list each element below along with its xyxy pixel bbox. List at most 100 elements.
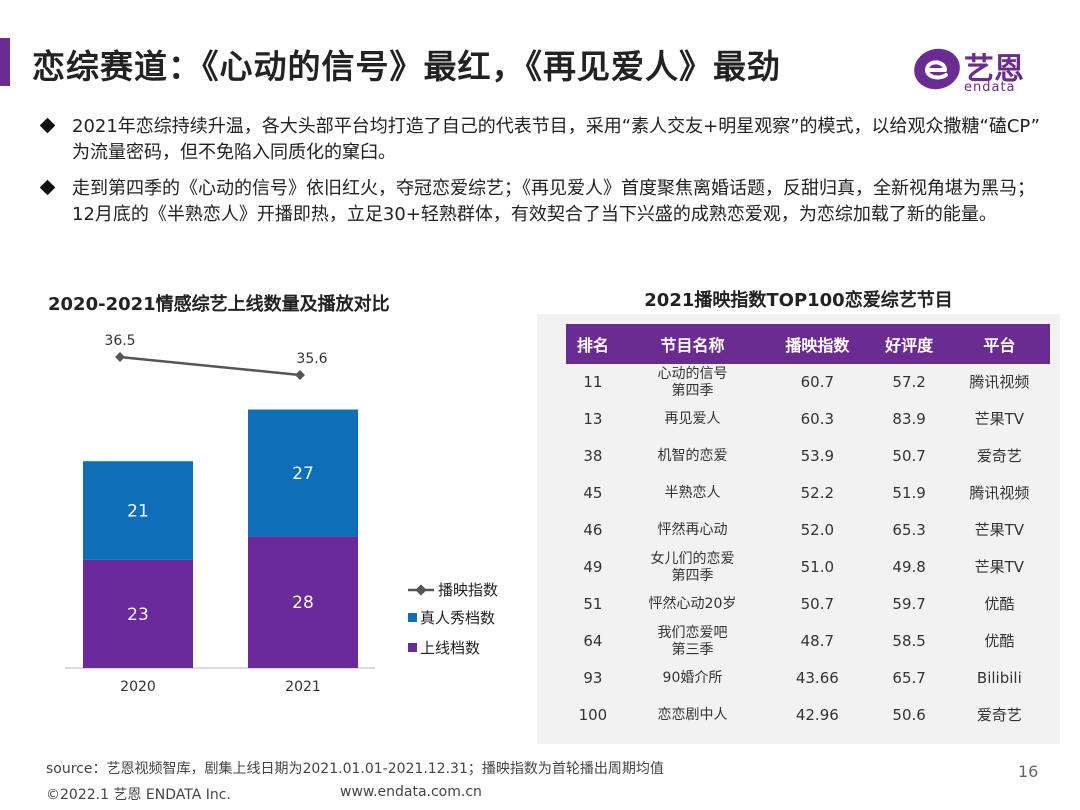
copyright: ©2022.1 艺恩 ENDATA Inc. [46,787,231,803]
bar-data-label: 28 [292,593,314,613]
cell-index: 42.96 [795,706,839,724]
source-note: source：艺恩视频智库，剧集上线日期为2021.01.01-2021.12.… [46,761,664,777]
line-point [115,352,125,362]
cell-rating: 58.5 [892,632,926,650]
cell-rank: 93 [583,669,603,687]
table-row: 100 恋恋剧中人 42.96 50.6 爱奇艺 [566,697,1050,734]
table-row: 93 90婚介所 43.66 65.7 Bilibili [566,660,1050,697]
cell-platform: 优酷 [984,595,1015,613]
cell-name: 我们恋爱吧 第三季 [620,623,765,660]
cell-platform: Bilibili [976,669,1022,687]
bar-online-2020 [83,559,193,668]
header-name: 节目名称 [619,324,766,364]
cell-name-line: 半熟恋人 [664,485,721,501]
header-rank: 排名 [566,324,620,364]
header-index: 播映指数 [765,324,870,364]
bar-data-label: 21 [127,502,149,522]
page-number: 16 [1018,762,1039,781]
cell-rank: 49 [583,558,603,576]
page-title: 恋综赛道：《心动的信号》最红，《再见爱人》最劲 [32,47,781,86]
cell-platform: 腾讯视频 [969,373,1030,391]
line-data-label: 35.6 [296,351,327,367]
legend-label: 上线档数 [420,639,480,657]
cell-rating: 83.9 [892,410,926,428]
cell-name: 怦然心动20岁 [620,586,765,623]
table-title: 2021播映指数TOP100恋爱综艺节目 [644,290,953,311]
cell-platform: 爱奇艺 [976,447,1022,465]
bar-data-label: 27 [292,464,314,484]
table-panel [537,314,1060,744]
cell-rank: 46 [583,521,603,539]
cell-rating: 49.8 [892,558,926,576]
cell-platform: 芒果TV [974,410,1025,428]
cell-name-line: 第四季 [671,382,714,399]
cell-rank: 51 [583,595,603,613]
bar-reality-2020 [83,461,193,560]
chart-title: 2020-2021情感综艺上线数量及播放对比 [48,294,390,315]
cell-index: 48.7 [800,632,835,650]
table-row: 13 再见爱人 60.3 83.9 芒果TV [566,401,1050,438]
cell-name-line: 第四季 [671,567,714,584]
website-link[interactable]: www.endata.com.cn [340,784,482,800]
table-row: 38 机智的恋爱 53.9 50.7 爱奇艺 [566,438,1050,475]
cell-name-line: 恋恋剧中人 [657,707,728,723]
header-platform: 平台 [948,324,1050,364]
legend-label: 播映指数 [438,581,498,599]
cell-rating: 57.2 [892,373,926,391]
cell-name: 再见爱人 [620,401,765,438]
cell-rating: 65.7 [892,669,926,687]
cell-platform: 腾讯视频 [969,484,1030,502]
cell-rating: 50.6 [892,706,926,724]
cell-rank: 45 [583,484,603,502]
cell-name: 心动的信号 第四季 [620,364,765,401]
bullet-list: 2021年恋综持续升温，各大头部平台均打造了自己的代表节目，采用“素人交友+明星… [38,114,1048,238]
title-accent-bar [0,38,10,86]
bar-data-label: 23 [127,605,149,625]
bullet-item: 走到第四季的《心动的信号》依旧红火，夺冠恋爱综艺；《再见爱人》首度聚焦离婚话题，… [38,176,1048,228]
cell-rank: 38 [583,447,603,465]
cell-name: 半熟恋人 [620,475,765,512]
table-row: 45 半熟恋人 52.2 51.9 腾讯视频 [566,475,1050,512]
table-row: 46 怦然再心动 52.0 65.3 芒果TV [566,512,1050,549]
cell-name: 90婚介所 [620,660,765,697]
cell-name: 怦然再心动 [620,512,765,549]
cell-name-line: 机智的恋爱 [657,448,728,464]
cell-name-line: 再见爱人 [664,411,721,427]
bullet-text: 2021年恋综持续升温，各大头部平台均打造了自己的代表节目，采用“素人交友+明星… [72,116,1040,163]
x-tick-label: 2020 [120,679,156,695]
endata-logo: 艺恩 endata [912,44,1052,96]
cell-name-line: 第三季 [671,641,714,658]
cell-rank: 11 [583,373,603,391]
table-body: 11 心动的信号 第四季 60.7 57.2 腾讯视频 13 再见爱人 60.3 83.9 芒果TV… [566,364,1050,734]
line-data-label: 36.5 [104,333,135,349]
table-header-row: 排名 节目名称 播映指数 好评度 平台 [566,324,1050,364]
diamond-bullet-icon [39,117,56,134]
cell-rank: 64 [583,632,603,650]
cell-name-line: 怦然心动20岁 [648,596,737,612]
logo-text-cn: 艺恩 [964,52,1024,87]
cell-index: 60.7 [800,373,835,391]
bullet-item: 2021年恋综持续升温，各大头部平台均打造了自己的代表节目，采用“素人交友+明星… [38,114,1048,166]
bar-online-2021 [248,536,358,668]
cell-rank: 13 [583,410,603,428]
cell-name: 机智的恋爱 [620,438,765,475]
line-point [295,370,305,380]
cell-rating: 51.9 [892,484,926,502]
legend-line-marker [415,584,427,596]
legend-swatch [408,643,417,652]
x-tick-label: 2021 [285,679,321,695]
bar-reality-2021 [248,409,358,537]
cell-index: 52.2 [800,484,835,502]
cell-name-line: 90婚介所 [662,670,723,686]
table-row: 64 我们恋爱吧 第三季 48.7 58.5 优酷 [566,623,1050,660]
cell-platform: 优酷 [984,632,1015,650]
cell-index: 53.9 [800,447,835,465]
cell-platform: 芒果TV [974,521,1025,539]
bullet-text: 走到第四季的《心动的信号》依旧红火，夺冠恋爱综艺；《再见爱人》首度聚焦离婚话题，… [72,178,1035,225]
cell-name: 女儿们的恋爱 第四季 [620,549,765,586]
cell-name-line: 女儿们的恋爱 [650,550,735,567]
line-series-broadcast-index [119,355,301,377]
cell-rating: 59.7 [892,595,926,613]
cell-platform: 芒果TV [974,558,1025,576]
